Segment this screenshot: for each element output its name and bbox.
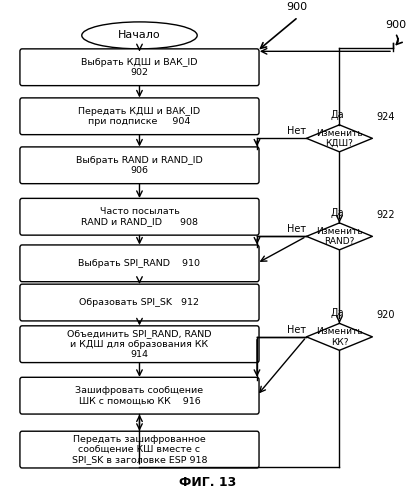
Text: Выбрать КДШ и ВАК_ID
902: Выбрать КДШ и ВАК_ID 902 [81, 58, 198, 77]
Text: Да: Да [330, 208, 344, 218]
Text: Нет: Нет [287, 325, 306, 335]
Text: Часто посылать
RAND и RAND_ID      908: Часто посылать RAND и RAND_ID 908 [81, 207, 198, 227]
FancyBboxPatch shape [20, 284, 259, 321]
FancyBboxPatch shape [20, 147, 259, 184]
Text: 900: 900 [385, 20, 406, 30]
Text: ФИГ. 13: ФИГ. 13 [179, 476, 236, 489]
Text: Выбрать RAND и RAND_ID
906: Выбрать RAND и RAND_ID 906 [76, 156, 203, 175]
Text: 920: 920 [376, 310, 395, 320]
Text: Нет: Нет [287, 224, 306, 234]
Text: 922: 922 [376, 210, 395, 220]
Text: Образовать SPI_SK   912: Образовать SPI_SK 912 [80, 298, 200, 307]
Text: Передать зашифрованное
сообщение КШ вместе с
SPI_SK в заголовке ESP 918: Передать зашифрованное сообщение КШ вмес… [72, 434, 207, 464]
FancyBboxPatch shape [20, 198, 259, 235]
FancyBboxPatch shape [20, 431, 259, 468]
Text: Передать КДШ и ВАК_ID
при подписке     904: Передать КДШ и ВАК_ID при подписке 904 [78, 106, 200, 126]
Text: Начало: Начало [118, 30, 161, 40]
FancyBboxPatch shape [20, 98, 259, 134]
Text: Зашифровать сообщение
ШК с помощью КК    916: Зашифровать сообщение ШК с помощью КК 91… [76, 386, 203, 406]
Text: Да: Да [330, 110, 344, 120]
Ellipse shape [82, 22, 197, 49]
Text: 924: 924 [376, 112, 395, 122]
FancyBboxPatch shape [20, 378, 259, 414]
FancyBboxPatch shape [20, 245, 259, 282]
FancyBboxPatch shape [20, 49, 259, 86]
Text: Да: Да [330, 308, 344, 318]
Text: 900: 900 [286, 2, 307, 12]
FancyBboxPatch shape [20, 326, 259, 362]
Text: Изменить
RAND?: Изменить RAND? [316, 226, 363, 246]
Text: Изменить
КК?: Изменить КК? [316, 327, 363, 346]
Text: Изменить
КДШ?: Изменить КДШ? [316, 128, 363, 148]
Text: Нет: Нет [287, 126, 306, 136]
Text: Выбрать SPI_RAND    910: Выбрать SPI_RAND 910 [78, 259, 200, 268]
Text: Объединить SPI_RAND, RAND
и КДШ для образования КК
914: Объединить SPI_RAND, RAND и КДШ для обра… [67, 330, 212, 359]
